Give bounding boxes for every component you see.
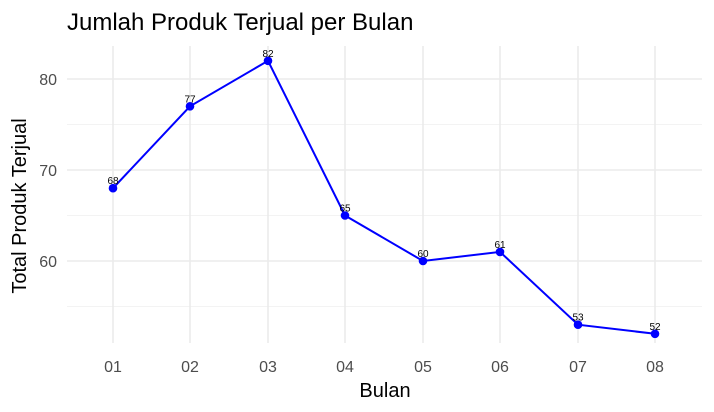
data-point: [185, 102, 195, 111]
chart-title: Jumlah Produk Terjual per Bulan: [67, 9, 413, 36]
data-point: [108, 183, 118, 193]
y-tick-labels: 60 70 80: [39, 72, 57, 271]
data-label: 68: [107, 176, 119, 187]
data-label: 60: [417, 249, 429, 260]
x-tick-label: 02: [181, 359, 199, 376]
data-label: 52: [649, 322, 661, 333]
series-line: [112, 59, 656, 335]
minor-gridlines: [67, 124, 702, 307]
x-tick-label: 01: [104, 359, 122, 376]
data-point: [340, 211, 350, 220]
data-labels: 68 77 82 65 60 61 53 52: [107, 49, 661, 333]
x-tick-label: 07: [569, 359, 587, 376]
data-point: [495, 247, 505, 257]
x-tick-label: 04: [336, 359, 354, 376]
data-label: 77: [184, 94, 196, 105]
x-tick-label: 06: [491, 359, 509, 376]
data-label: 53: [572, 313, 584, 324]
x-axis-title: Bulan: [359, 380, 410, 402]
y-tick-label: 70: [39, 163, 57, 180]
data-point: [573, 320, 583, 330]
x-tick-label: 08: [646, 359, 664, 376]
data-label: 61: [494, 240, 506, 251]
x-tick-labels: 01 02 03 04 05 06 07 08: [104, 359, 664, 376]
major-gridlines: [67, 46, 702, 343]
data-point: [418, 256, 428, 266]
data-label: 65: [339, 204, 351, 215]
y-tick-label: 80: [39, 72, 57, 89]
data-points: [108, 56, 660, 339]
data-point: [650, 329, 660, 339]
x-tick-label: 03: [259, 359, 277, 376]
data-label: 82: [262, 49, 274, 60]
y-axis-title: Total Produk Terjual: [9, 118, 31, 293]
data-point: [263, 56, 273, 66]
series-line-group: [112, 59, 656, 335]
x-tick-label: 05: [414, 359, 432, 376]
y-tick-label: 60: [39, 254, 57, 271]
